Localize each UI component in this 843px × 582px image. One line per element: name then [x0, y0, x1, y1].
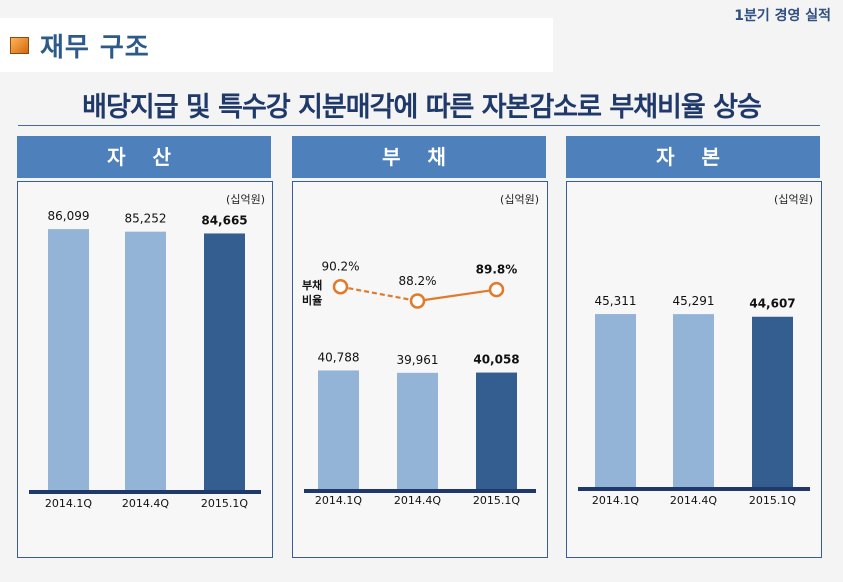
ratio-label-2014.1Q: 90.2%: [321, 260, 359, 274]
bar-liabilities-2015.1Q: [476, 372, 517, 489]
ratio-label-2014.4Q: 88.2%: [398, 274, 436, 288]
panel-header-assets: 자 산: [17, 136, 271, 178]
category-label-equity-2015.1Q: 2015.1Q: [749, 494, 796, 507]
unit-label-liabilities: (십억원): [500, 193, 539, 206]
baseline-equity: [578, 487, 810, 491]
bar-assets-2015.1Q: [204, 233, 245, 490]
category-label-assets-2014.4Q: 2014.4Q: [122, 497, 169, 510]
headline: 배당지급 및 특수강 지분매각에 따른 자본감소로 부채비율 상승: [82, 92, 762, 123]
ratio-legend-line2: 비율: [302, 293, 322, 307]
category-label-liabilities-2015.1Q: 2015.1Q: [473, 494, 520, 507]
section-title: 재무 구조: [40, 33, 150, 63]
ratio-line-segment-1: [340, 285, 418, 303]
ratio-point-2014.4Q: [409, 293, 426, 309]
value-label-liabilities-2014.1Q: 40,788: [318, 350, 360, 364]
bar-liabilities-2014.1Q: [318, 370, 359, 489]
value-label-equity-2014.4Q: 45,291: [673, 294, 715, 308]
baseline-liabilities: [304, 489, 536, 493]
value-label-assets-2014.4Q: 85,252: [125, 212, 167, 226]
baseline-assets: [29, 490, 261, 494]
headline-divider: [18, 125, 820, 126]
bar-assets-2014.4Q: [125, 231, 166, 490]
unit-label-assets: (십억원): [226, 193, 265, 206]
ratio-label-2015.1Q: 89.8%: [476, 263, 518, 277]
category-label-equity-2014.1Q: 2014.1Q: [592, 494, 639, 507]
bar-liabilities-2014.4Q: [397, 372, 438, 489]
panel-header-liabilities: 부 채: [292, 136, 546, 178]
square-bullet-icon: [10, 37, 29, 54]
ratio-legend-line1: 부채: [302, 278, 322, 292]
panel-liabilities: [292, 181, 548, 558]
category-label-liabilities-2014.1Q: 2014.1Q: [315, 494, 362, 507]
category-label-equity-2014.4Q: 2014.4Q: [670, 494, 717, 507]
ratio-point-2015.1Q: [488, 281, 505, 298]
value-label-equity-2015.1Q: 44,607: [749, 297, 795, 311]
ratio-point-2014.1Q: [332, 278, 349, 295]
value-label-assets-2014.1Q: 86,099: [48, 209, 90, 223]
ratio-line-segment-2: [417, 288, 497, 303]
bar-equity-2014.1Q: [595, 314, 636, 487]
category-label-assets-2015.1Q: 2015.1Q: [201, 497, 248, 510]
category-label-liabilities-2014.4Q: 2014.4Q: [394, 494, 441, 507]
top-right-label: 1분기 경영 실적: [734, 8, 831, 24]
bar-equity-2015.1Q: [752, 316, 793, 487]
value-label-assets-2015.1Q: 84,665: [201, 213, 247, 227]
value-label-liabilities-2015.1Q: 40,058: [473, 353, 519, 367]
bar-assets-2014.1Q: [48, 229, 89, 490]
category-label-assets-2014.1Q: 2014.1Q: [45, 497, 92, 510]
bar-equity-2014.4Q: [673, 314, 714, 487]
section-title-bar: [0, 18, 553, 72]
value-label-equity-2014.1Q: 45,311: [595, 294, 637, 308]
unit-label-equity: (십억원): [774, 193, 813, 206]
panel-header-equity: 자 본: [566, 136, 820, 178]
value-label-liabilities-2014.4Q: 39,961: [397, 353, 439, 367]
